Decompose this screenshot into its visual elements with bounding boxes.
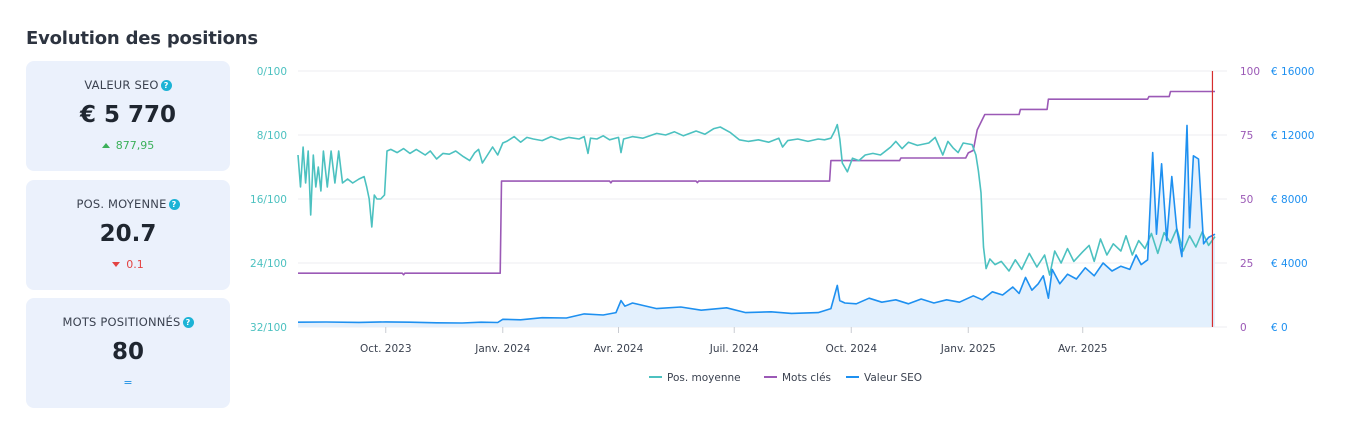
y-tick-mots: 75 [1240,130,1253,142]
y-tick-position: 16/100 [250,194,287,206]
seo-value-delta-text: 877,95 [115,139,155,152]
legend-item-pos-moyenne[interactable]: Pos. moyenne [649,372,741,384]
y-tick-valeur: € 16000 [1271,66,1314,78]
arrow-down-icon [112,262,121,267]
legend-label: Mots clés [782,372,831,384]
y-tick-mots: 0 [1240,322,1247,334]
legend-item-valeur-seo[interactable]: Valeur SEO [846,372,922,384]
x-tick-label: Janv. 2024 [474,343,530,355]
x-tick-label: Oct. 2024 [825,343,877,355]
help-icon[interactable]: ? [182,317,194,328]
x-tick-label: Janv. 2025 [940,343,996,355]
y-tick-valeur: € 12000 [1271,130,1314,142]
help-icon[interactable]: ? [160,80,172,91]
seo-value-delta: 877,95 [26,139,230,152]
y-tick-mots: 100 [1240,66,1260,78]
ranked-keywords-delta: = [123,376,133,389]
arrow-up-icon [101,143,110,148]
y-tick-position: 0/100 [257,66,287,78]
seo-value: € 5 770 [79,102,177,128]
avg-position-label-text: POS. MOYENNE [76,197,167,211]
series-valeur-seo-area [298,125,1215,328]
y-tick-position: 24/100 [250,258,287,270]
series-pos-moyenne[interactable] [297,123,1216,276]
avg-position-label: POS. MOYENNE? [26,197,230,211]
x-tick-label: Avr. 2025 [1058,343,1108,355]
avg-position-delta: 0.1 [26,258,230,271]
y-tick-valeur: € 8000 [1271,194,1308,206]
ranked-keywords-label: MOTS POSITIONNÉS? [26,315,230,329]
avg-position-delta-text: 0.1 [126,258,144,271]
seo-value-card: VALEUR SEO? € 5 770 877,95 [26,61,230,171]
y-tick-valeur: € 0 [1271,322,1288,334]
ranked-keywords-value: 80 [111,339,144,365]
series-valeur-seo[interactable] [297,124,1216,324]
x-tick-label: Juil. 2024 [709,343,759,355]
x-tick-label: Avr. 2024 [594,343,644,355]
legend-label: Valeur SEO [864,372,922,384]
ranked-keywords-card: MOTS POSITIONNÉS? 80 = [26,298,230,408]
section-title: Evolution des positions [26,28,258,49]
ranked-keywords-label-text: MOTS POSITIONNÉS [62,315,181,329]
y-tick-mots: 50 [1240,194,1253,206]
seo-value-label-text: VALEUR SEO [84,78,159,92]
avg-position-card: POS. MOYENNE? 20.7 0.1 [26,180,230,290]
avg-position-value: 20.7 [99,221,157,247]
y-tick-position: 32/100 [250,322,287,334]
seo-value-label: VALEUR SEO? [26,78,230,92]
y-tick-mots: 25 [1240,258,1253,270]
legend-item-mots-cles[interactable]: Mots clés [764,372,831,384]
y-tick-position: 8/100 [257,130,287,142]
series-mots-cles[interactable] [298,90,1215,276]
help-icon[interactable]: ? [168,199,180,210]
x-tick-label: Oct. 2023 [360,343,412,355]
y-tick-valeur: € 4000 [1271,258,1308,270]
legend-label: Pos. moyenne [667,372,741,384]
